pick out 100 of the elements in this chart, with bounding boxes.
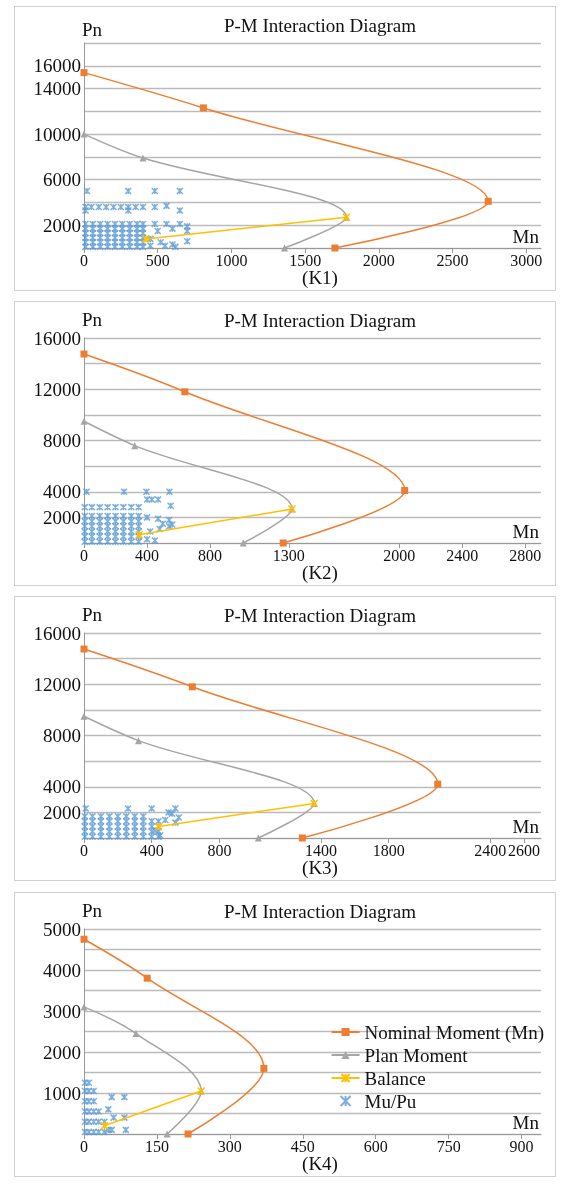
x-axis-title: Mn bbox=[512, 1112, 540, 1133]
y-tick-label: 3000 bbox=[43, 1000, 81, 1022]
point bbox=[85, 1107, 93, 1116]
y-tick-label: 16000 bbox=[33, 622, 81, 644]
x-tick-label: 2500 bbox=[436, 251, 469, 269]
y-tick-label: 16000 bbox=[33, 55, 81, 77]
x-axis-title: Mn bbox=[512, 816, 540, 837]
point bbox=[80, 1003, 88, 1011]
point bbox=[147, 804, 156, 813]
point bbox=[163, 1130, 171, 1138]
point bbox=[254, 834, 262, 842]
point bbox=[94, 1117, 103, 1126]
point bbox=[401, 486, 409, 494]
point bbox=[81, 1087, 89, 1095]
x-tick-label: 1300 bbox=[272, 546, 305, 564]
x-tick-label: 600 bbox=[363, 1137, 388, 1155]
point bbox=[280, 244, 288, 252]
text: (K4) bbox=[302, 1153, 338, 1175]
point bbox=[85, 1097, 93, 1105]
x-tick-label: 0 bbox=[80, 251, 88, 269]
y-tick-label: 4000 bbox=[43, 959, 81, 981]
x-tick-label: 2400 bbox=[446, 546, 479, 564]
point bbox=[80, 712, 88, 720]
x-axis-title: Mn bbox=[512, 521, 540, 542]
y-tick-label: 8000 bbox=[43, 725, 81, 746]
y-tick-label: 8000 bbox=[43, 430, 81, 451]
y-tick-label: 12000 bbox=[33, 378, 81, 400]
y-tick-label: 4000 bbox=[43, 776, 81, 798]
point bbox=[120, 1113, 129, 1122]
x-tick-label: 0 bbox=[80, 546, 88, 564]
point bbox=[81, 1128, 89, 1136]
x-tick-label: 2600 bbox=[508, 841, 541, 859]
y-axis-title: Pn bbox=[82, 899, 103, 921]
chart-title: P-M Interaction Diagram bbox=[223, 901, 417, 922]
point bbox=[181, 388, 189, 396]
point bbox=[80, 350, 88, 358]
x-tick-label: 0 bbox=[80, 1137, 88, 1155]
y-tick-label: 2000 bbox=[43, 506, 81, 528]
point bbox=[89, 1107, 98, 1116]
x-tick-label: 2800 bbox=[509, 546, 542, 564]
point bbox=[161, 816, 169, 824]
point bbox=[89, 1097, 98, 1105]
point bbox=[279, 539, 287, 547]
point bbox=[143, 974, 151, 982]
point bbox=[239, 539, 247, 547]
point bbox=[81, 1117, 89, 1126]
y-tick-label: 1000 bbox=[43, 1082, 81, 1104]
point bbox=[80, 417, 88, 425]
x-tick-label: 3000 bbox=[510, 251, 543, 269]
y-axis-title: Pn bbox=[82, 308, 103, 330]
x-tick-label: 1000 bbox=[215, 251, 248, 269]
legend-label: Nominal Moment (Mn) bbox=[364, 1021, 545, 1044]
legend-label: Plan Moment bbox=[364, 1044, 469, 1066]
point bbox=[188, 683, 196, 691]
point bbox=[122, 1126, 130, 1134]
point bbox=[199, 104, 207, 112]
point bbox=[81, 1097, 89, 1105]
point bbox=[434, 780, 442, 788]
y-tick-label: 12000 bbox=[33, 673, 81, 695]
x-tick-label: 2000 bbox=[383, 546, 416, 564]
x-tick-label: 2400 bbox=[474, 841, 507, 859]
y-tick-label: 6000 bbox=[43, 169, 81, 191]
x-tick-label: 800 bbox=[207, 841, 232, 859]
x-tick-label: 1500 bbox=[289, 251, 322, 269]
y-tick-label: 2000 bbox=[43, 214, 81, 236]
y-tick-label: 14000 bbox=[33, 78, 81, 100]
text: (K3) bbox=[302, 857, 338, 879]
point bbox=[184, 1130, 192, 1138]
point bbox=[85, 1128, 93, 1136]
text: (K1) bbox=[302, 267, 338, 289]
x-tick-label: 400 bbox=[135, 546, 160, 564]
chart-title: P-M Interaction Diagram bbox=[223, 605, 417, 626]
x-tick-label: 150 bbox=[144, 1137, 169, 1155]
y-tick-label: 2000 bbox=[43, 801, 81, 823]
point bbox=[100, 1128, 109, 1136]
point bbox=[132, 1030, 140, 1038]
point bbox=[89, 1117, 98, 1126]
x-tick-label: 1800 bbox=[372, 841, 405, 859]
point bbox=[260, 1064, 268, 1072]
point bbox=[484, 197, 492, 205]
x-tick-label: 400 bbox=[139, 841, 164, 859]
legend-label: Balance bbox=[364, 1067, 426, 1089]
chart-title: P-M Interaction Diagram bbox=[223, 310, 417, 331]
point bbox=[80, 935, 88, 943]
chart-title: P-M Interaction Diagram bbox=[223, 15, 417, 36]
y-tick-label: 4000 bbox=[43, 481, 81, 503]
y-tick-label: 5000 bbox=[43, 918, 81, 940]
x-tick-label: 1400 bbox=[304, 841, 337, 859]
point bbox=[124, 804, 132, 813]
point bbox=[298, 834, 306, 842]
point bbox=[107, 1093, 116, 1101]
point bbox=[85, 1117, 93, 1126]
y-axis-title: Pn bbox=[82, 603, 103, 625]
x-tick-label: 500 bbox=[145, 251, 170, 269]
y-tick-label: 16000 bbox=[33, 327, 81, 349]
point bbox=[331, 244, 339, 252]
point bbox=[89, 1128, 98, 1136]
point bbox=[135, 737, 142, 745]
x-tick-label: 900 bbox=[509, 1137, 534, 1155]
text: (K2) bbox=[302, 562, 338, 584]
